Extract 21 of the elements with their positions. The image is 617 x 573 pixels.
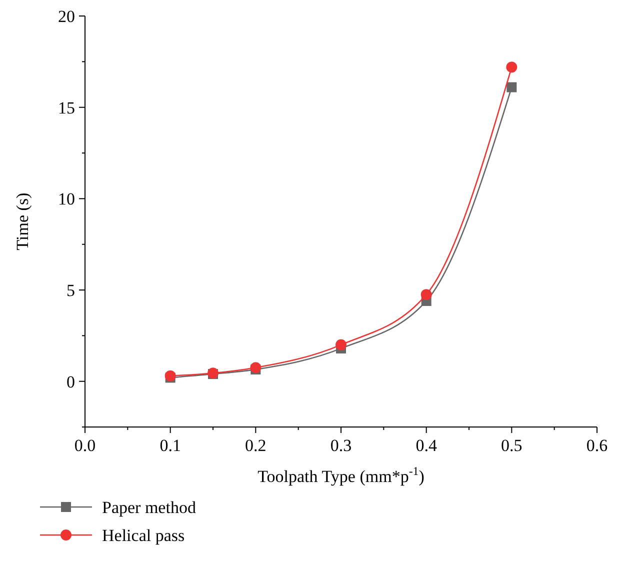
point: [336, 339, 346, 350]
x-tick-label: 0.2: [245, 436, 266, 455]
y-tick-label: 10: [58, 190, 75, 209]
x-axis-title: Toolpath Type (mm*p$^{-1}$): [258, 464, 424, 486]
x-tick-label: 0.1: [160, 436, 181, 455]
y-axis-title: Time (s): [13, 192, 32, 250]
y-tick-label: 15: [58, 98, 75, 118]
legend-label: Paper method: [102, 498, 196, 517]
y-tick-label: 5: [66, 280, 75, 300]
x-tick-label: 0.0: [74, 436, 96, 455]
x-tick-label: 0.4: [416, 436, 438, 455]
point: [506, 62, 518, 73]
y-tick-label: 20: [58, 6, 75, 26]
x-tick-label: 0.3: [330, 436, 352, 455]
point: [420, 289, 432, 300]
x-tick-label: 0.6: [586, 436, 608, 455]
point: [164, 370, 176, 382]
x-tick-label: 0.5: [501, 436, 522, 455]
y-tick-label: 0: [66, 372, 75, 392]
point: [506, 82, 517, 92]
legend-label: Helical pass: [102, 526, 185, 545]
